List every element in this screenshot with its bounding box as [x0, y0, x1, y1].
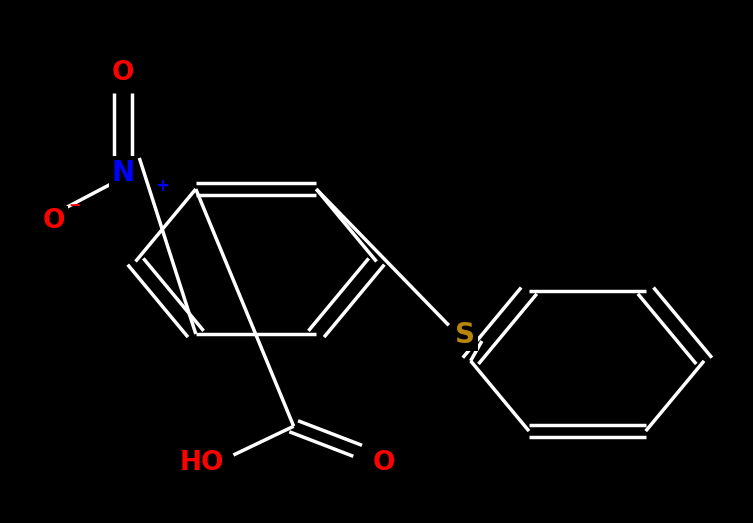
Text: −: −	[69, 198, 81, 212]
Text: O: O	[43, 208, 66, 234]
Text: O: O	[111, 60, 134, 86]
Text: +: +	[155, 177, 169, 195]
Text: S: S	[456, 321, 475, 349]
Text: O: O	[373, 450, 395, 476]
Text: N: N	[111, 158, 134, 187]
Text: HO: HO	[179, 450, 224, 476]
